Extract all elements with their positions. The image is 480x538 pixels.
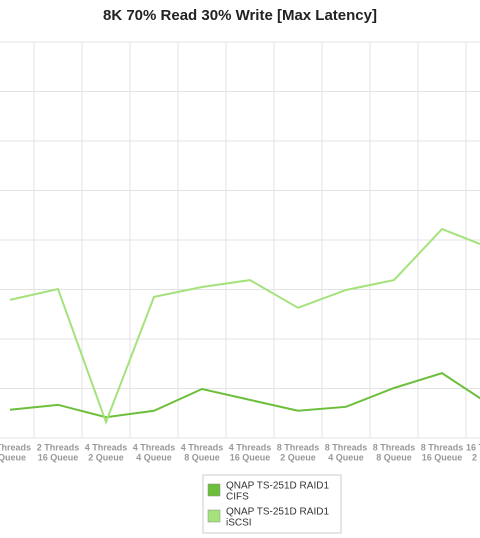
x-tick-label: 8 Threads [373, 442, 416, 452]
x-tick-label: 2 Queue [88, 452, 124, 462]
x-tick-label: Threads [0, 442, 31, 452]
legend-label: CIFS [226, 492, 249, 503]
x-tick-label: 16 Queue [422, 452, 463, 462]
chart-title: 8K 70% Read 30% Write [Max Latency] [103, 7, 377, 24]
line [9, 372, 480, 419]
x-tick-label: 4 Queue [136, 452, 172, 462]
legend-label: QNAP TS-251D RAID1 [226, 481, 329, 492]
x-tick-label: 4 Threads [133, 442, 176, 452]
x-tick-label: 4 Threads [229, 442, 272, 452]
x-tick-label: 16 Queue [38, 452, 79, 462]
x-tick-label: 2 Queue [280, 452, 316, 462]
legend-label: QNAP TS-251D RAID1 [226, 507, 329, 518]
x-tick-label: 8 Queue [184, 452, 220, 462]
x-tick-label: 16 Queue [230, 452, 271, 462]
x-tick-label: 4 Threads [181, 442, 224, 452]
legend-label: iSCSI [226, 518, 252, 529]
x-tick-label: 2 [472, 452, 477, 462]
legend-swatch [207, 483, 221, 497]
x-tick-label: Queue [0, 452, 26, 462]
line [9, 227, 480, 426]
x-tick-label: 8 Threads [277, 442, 320, 452]
x-tick-label: 16 T [466, 442, 480, 452]
x-tick-label: 8 Threads [421, 442, 464, 452]
x-tick-label: 4 Threads [85, 442, 128, 452]
x-tick-label: 2 Threads [37, 442, 80, 452]
x-tick-label: 8 Queue [376, 452, 412, 462]
legend-swatch [207, 509, 221, 523]
x-tick-label: 4 Queue [328, 452, 364, 462]
legend-box [202, 474, 342, 534]
x-tick-label: 8 Threads [325, 442, 368, 452]
